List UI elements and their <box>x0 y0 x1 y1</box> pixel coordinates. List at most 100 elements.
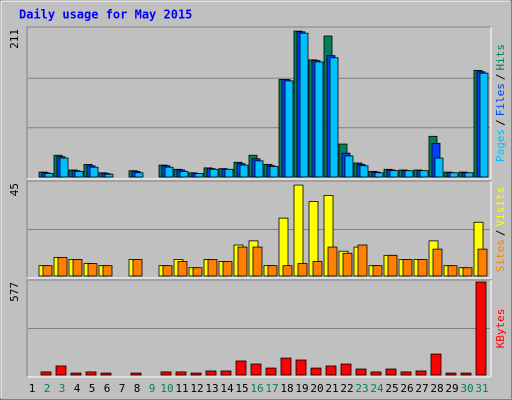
bar <box>179 170 189 178</box>
bar <box>134 172 144 178</box>
bar <box>462 267 473 277</box>
bar <box>222 261 233 277</box>
y-tick-label: 577 <box>8 282 21 302</box>
bar <box>250 363 262 376</box>
bar <box>460 372 472 376</box>
bar <box>192 267 203 277</box>
bar <box>464 172 474 178</box>
bar <box>432 248 443 277</box>
x-tick-label: 24 <box>370 382 384 395</box>
bar <box>102 265 113 277</box>
x-tick-label: 20 <box>310 382 323 395</box>
bar <box>449 172 459 178</box>
bar <box>87 263 98 277</box>
bar <box>267 265 278 277</box>
x-tick-label: 26 <box>400 382 413 395</box>
bar <box>162 265 173 277</box>
legend-entry: KBytes <box>494 309 507 349</box>
bar <box>415 370 427 376</box>
x-tick-label: 8 <box>134 382 141 395</box>
bar <box>327 246 338 277</box>
bar <box>419 170 429 178</box>
bar <box>434 157 444 178</box>
chart-title: Daily usage for May 2015 <box>19 8 192 22</box>
x-tick-label: 19 <box>295 382 308 395</box>
legend-separator: / <box>494 74 507 81</box>
x-tick-label: 23 <box>355 382 368 395</box>
bar <box>59 157 69 178</box>
bar <box>89 166 99 178</box>
x-tick-label: 5 <box>89 382 96 395</box>
bar <box>314 61 324 178</box>
x-tick-label: 1 <box>29 382 36 395</box>
bar <box>344 155 354 178</box>
bar <box>194 173 204 178</box>
x-tick-label: 18 <box>280 382 293 395</box>
legend: Pages / Files / Hits <box>494 44 507 162</box>
bar <box>280 357 292 376</box>
legend-entry: Hits <box>494 44 507 71</box>
bar <box>295 359 307 376</box>
x-tick-label: 30 <box>460 382 473 395</box>
legend-entry: Files <box>494 83 507 116</box>
bar <box>402 259 413 277</box>
legend-separator: / <box>494 230 507 237</box>
bar <box>355 368 367 376</box>
bar <box>370 371 382 376</box>
bar <box>40 371 52 376</box>
bar <box>297 263 308 277</box>
bar <box>254 160 264 178</box>
bar <box>265 367 277 376</box>
x-tick-label: 17 <box>265 382 278 395</box>
bar <box>239 164 249 178</box>
bar <box>100 372 112 376</box>
bar <box>385 368 397 376</box>
legend: Sites / Visits <box>494 187 507 273</box>
legend: KBytes <box>494 309 507 349</box>
bar <box>209 168 219 178</box>
x-tick-label: 21 <box>325 382 338 395</box>
bar <box>85 371 97 376</box>
x-tick-label: 27 <box>415 382 428 395</box>
bar <box>42 265 53 277</box>
bar <box>175 371 187 376</box>
bar <box>400 371 412 376</box>
bar <box>329 57 339 178</box>
bar <box>164 166 174 178</box>
x-tick-label: 4 <box>74 382 81 395</box>
bar <box>190 372 202 376</box>
bar <box>310 367 322 376</box>
legend-entry: Sites <box>494 239 507 272</box>
legend-entry: Visits <box>494 187 507 227</box>
bar <box>312 261 323 277</box>
bar <box>479 72 489 178</box>
x-tick-label: 14 <box>220 382 234 395</box>
x-tick-label: 3 <box>59 382 66 395</box>
x-tick-label: 10 <box>160 382 173 395</box>
bar <box>177 261 188 277</box>
bar <box>237 246 248 277</box>
bar <box>374 172 384 178</box>
bar <box>205 370 217 376</box>
bar <box>447 265 458 277</box>
bar <box>269 166 279 178</box>
bar <box>340 363 352 376</box>
bar <box>44 173 54 178</box>
x-tick-label: 28 <box>430 382 443 395</box>
bar <box>417 259 428 277</box>
x-tick-label: 9 <box>149 382 156 395</box>
x-tick-label: 16 <box>250 382 263 395</box>
bar <box>207 259 218 277</box>
x-tick-label: 31 <box>475 382 488 395</box>
x-tick-label: 11 <box>175 382 188 395</box>
y-tick-label: 45 <box>8 183 21 196</box>
bar <box>72 259 83 277</box>
bar <box>325 365 337 376</box>
bar <box>293 184 304 277</box>
bar <box>387 254 398 277</box>
bar <box>55 365 67 376</box>
x-tick-label: 25 <box>385 382 398 395</box>
bar <box>342 252 353 277</box>
bar <box>357 244 368 277</box>
